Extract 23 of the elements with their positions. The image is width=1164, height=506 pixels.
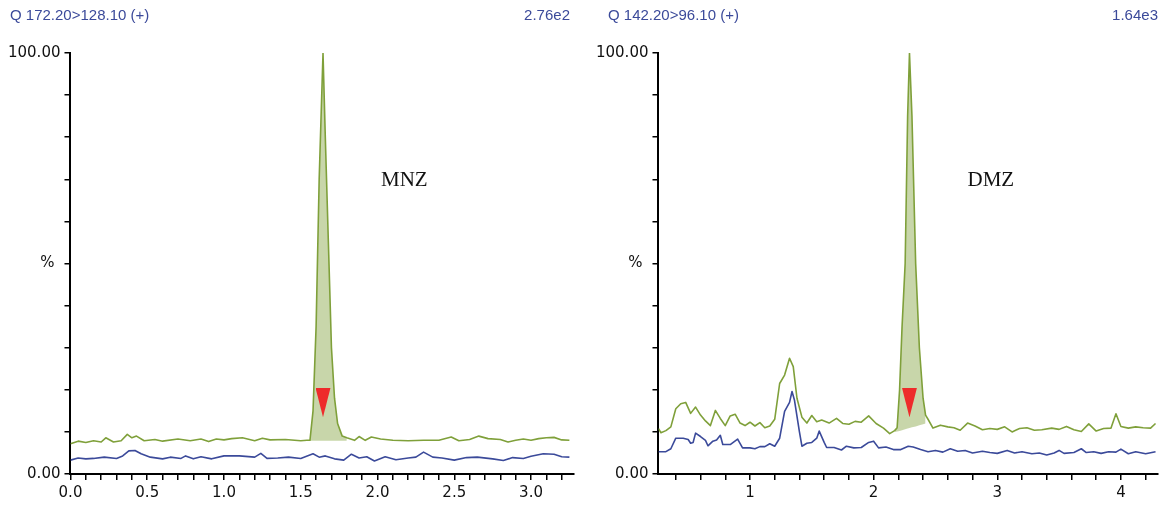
y-tick-label: 100.00 [7, 42, 61, 61]
x-tick-label: 2.0 [365, 482, 390, 501]
x-tick-label: 1.0 [212, 482, 236, 501]
annotation: DMZ [967, 166, 1015, 192]
y-tick-label: 0.00 [615, 463, 649, 482]
y-axis-title: % [628, 253, 643, 272]
x-tick-label: 0.0 [58, 482, 83, 501]
y-tick-label: 100.00 [595, 42, 649, 61]
chart-subtitle: 1.64e3 [1112, 6, 1158, 23]
chart-subtitle: 2.76e2 [524, 6, 570, 23]
x-tick-label: 1 [745, 482, 755, 501]
annotation: MNZ [381, 166, 428, 192]
x-tick-label: 3.0 [519, 482, 543, 501]
x-tick-label: 2.5 [442, 482, 467, 501]
x-tick-label: 2 [868, 482, 879, 501]
y-axis-title: % [40, 253, 55, 272]
chart-title: Q 142.20>96.10 (+) [608, 6, 739, 23]
x-tick-label: 4 [1116, 482, 1126, 501]
x-tick-label: 0.5 [135, 482, 160, 501]
x-tick-label: 1.5 [288, 482, 313, 501]
x-tick-label: 3 [992, 482, 1003, 501]
y-tick-label: 0.00 [27, 463, 61, 482]
chart-title: Q 172.20>128.10 (+) [10, 6, 150, 23]
